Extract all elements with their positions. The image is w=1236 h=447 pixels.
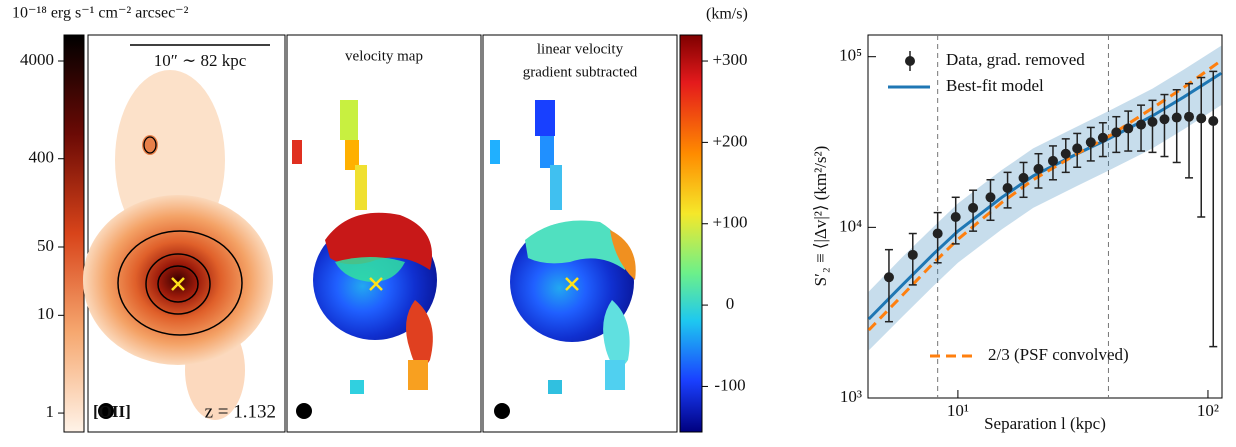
data-point <box>1097 132 1108 143</box>
x-axis-label: Separation l (kpc) <box>984 414 1106 433</box>
model-line <box>868 71 1222 321</box>
legend-label: 2/3 (PSF convolved) <box>988 345 1129 364</box>
data-point <box>1072 143 1083 154</box>
legend-label: Best-fit model <box>946 76 1044 95</box>
redshift-label: z = 1.132 <box>205 401 276 422</box>
colorbar-tick-label: 10 <box>37 304 54 323</box>
line-label: [OII] <box>93 402 131 421</box>
data-point <box>1047 155 1058 166</box>
scale-bar-label: 10″ ∼ 82 kpc <box>154 51 247 70</box>
x-tick-label: 10¹ <box>947 401 969 420</box>
plot-frame <box>867 34 1223 399</box>
panel-title-line: gradient subtracted <box>523 64 638 80</box>
velocity-colorbar <box>679 34 703 433</box>
y-axis-label: S′₂ ≡ ⟨|Δv|²⟩ (km²/s²) <box>811 146 830 287</box>
velocity-unit: (km/s) <box>706 6 748 23</box>
data-point <box>1184 111 1195 122</box>
data-point <box>1060 148 1071 159</box>
panel-title: velocity map <box>345 48 423 64</box>
data-point <box>1018 172 1029 183</box>
model-line <box>868 59 1222 332</box>
legend-label: Data, grad. removed <box>946 50 1085 69</box>
data-point <box>932 228 943 239</box>
data-point <box>968 202 979 213</box>
colorbar-tick-label: 0 <box>726 294 735 313</box>
data-point <box>1196 113 1207 124</box>
subtracted-map <box>490 100 636 419</box>
data-point <box>1208 115 1219 126</box>
y-tick-label: 10⁵ <box>839 46 862 65</box>
intensity-unit: 10⁻¹⁸ erg s⁻¹ cm⁻² arcsec⁻² <box>12 5 189 22</box>
data-point <box>1159 114 1170 125</box>
colorbar-tick-label: +200 <box>712 131 747 150</box>
colorbar-tick-label: 1 <box>46 402 55 421</box>
plot-area <box>868 35 1222 398</box>
x-tick-label: 10² <box>1197 401 1219 420</box>
data-point <box>1136 119 1147 130</box>
intensity-colorbar <box>63 34 85 433</box>
velocity-map <box>292 100 437 419</box>
panel-title-line: linear velocity <box>537 41 624 57</box>
y-tick-label: 10⁴ <box>839 216 862 235</box>
colorbar-tick-label: +300 <box>712 50 747 69</box>
confidence-band <box>868 45 1222 351</box>
colorbar-tick-label: +100 <box>712 213 747 232</box>
data-point <box>1002 183 1013 194</box>
data-point <box>1111 127 1122 138</box>
intensity-map <box>83 44 273 420</box>
data-point <box>1033 163 1044 174</box>
data-point <box>1123 123 1134 134</box>
data-point <box>883 272 894 283</box>
colorbar-tick-label: 400 <box>29 148 55 167</box>
data-point <box>1171 112 1182 123</box>
data-point <box>907 249 918 260</box>
data-point <box>1085 137 1096 148</box>
y-tick-label: 10³ <box>840 387 862 406</box>
colorbar-tick-label: -100 <box>714 375 745 394</box>
colorbar-tick-label: 4000 <box>20 50 54 69</box>
data-point <box>950 211 961 222</box>
data-point <box>985 192 996 203</box>
colorbar-tick-label: 50 <box>37 236 54 255</box>
legend-symbol <box>905 56 915 66</box>
data-point <box>1147 116 1158 127</box>
